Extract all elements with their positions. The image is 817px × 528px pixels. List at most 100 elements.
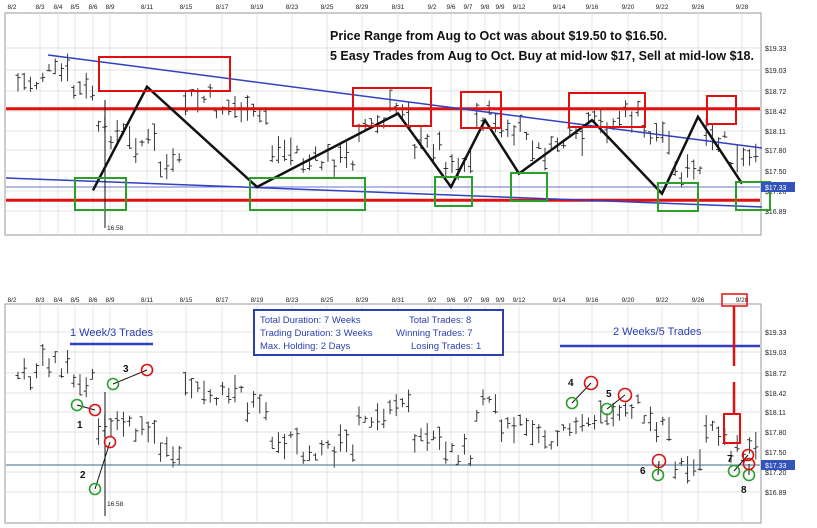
low-price-label: 16.58 (107, 225, 124, 232)
date-tick-label: 8/15 (180, 297, 193, 304)
date-tick-label: 8/23 (286, 297, 299, 304)
date-tick-label: 8/9 (105, 297, 114, 304)
date-tick-label: 9/26 (692, 4, 705, 11)
low-price-label: 16.58 (107, 501, 124, 508)
buy-zone-box (735, 181, 771, 211)
buy-zone-box (657, 182, 699, 212)
date-tick-label: 9/9 (495, 4, 504, 11)
sell-circle (742, 457, 756, 471)
plot-frame (4, 12, 762, 236)
date-tick-label: 9/12 (513, 297, 526, 304)
date-tick-label: 8/31 (392, 4, 405, 11)
date-tick-label: 8/6 (88, 4, 97, 11)
date-tick-label: 8/4 (53, 4, 62, 11)
buy-circle (727, 464, 741, 478)
stat-losing-trades: Losing Trades: 1 (411, 341, 481, 352)
price-ticks: $19.33 $19.03 $18.72 $18.42 $18.11 $17.80 $17.… (765, 46, 787, 216)
date-tick-label: 8/9 (105, 4, 114, 11)
date-tick-label: 9/16 (586, 4, 599, 11)
price-tick-label: $16.89 (765, 490, 787, 497)
last-price-label: $17.33 (765, 185, 787, 192)
sell-circle (583, 375, 599, 391)
date-tick-label: 9/2 (427, 4, 436, 11)
buy-zone-box (510, 172, 548, 202)
date-tick-label: 9/28 (736, 297, 749, 304)
date-tick-label: 8/25 (321, 297, 334, 304)
price-tick-label: $19.33 (765, 46, 787, 53)
sell-zone-box (352, 87, 432, 127)
buy-zone-box (249, 177, 366, 211)
date-tick-label: 9/22 (656, 4, 669, 11)
date-tick-label: 8/17 (216, 4, 229, 11)
date-tick-label: 9/16 (586, 297, 599, 304)
date-tick-label: 9/6 (446, 297, 455, 304)
bottom-price-chart: 8/2 8/3 8/4 8/5 8/6 8/9 8/11 8/15 8/17 8/19 8/23 8/… (4, 293, 795, 524)
stat-trading-duration: Trading Duration: 3 Weeks (260, 328, 373, 339)
stat-total-duration: Total Duration: 7 Weeks (260, 315, 361, 326)
date-tick-label: 9/6 (446, 4, 455, 11)
price-tick-label: $18.11 (765, 410, 786, 417)
date-tick-label: 8/2 (7, 4, 16, 11)
sell-circle (741, 448, 755, 462)
buy-circle (70, 398, 84, 412)
price-tick-label: $18.42 (765, 109, 787, 116)
date-tick-label: 9/12 (513, 4, 526, 11)
lower-trend-line (5, 177, 763, 208)
date-tick-label: 8/2 (7, 297, 16, 304)
price-bars (15, 344, 759, 484)
stat-max-holding: Max. Holding: 2 Days (260, 341, 351, 352)
date-tick-label: 8/29 (356, 297, 369, 304)
price-tick-label: $18.72 (765, 89, 787, 96)
sell-circle (103, 435, 117, 449)
price-tick-label: $19.33 (765, 330, 787, 337)
annotation-price-range: Price Range from Aug to Oct was about $1… (330, 29, 667, 43)
last-price-label: $17.33 (765, 463, 787, 470)
price-bars (15, 53, 759, 188)
buy-circle (565, 396, 579, 410)
date-tick-label: 8/25 (321, 4, 334, 11)
date-ticks: 8/2 8/3 8/4 8/5 8/6 8/9 8/11 8/15 8/17 8/19 8/23 8/… (7, 297, 748, 304)
date-tick-label: 8/11 (141, 4, 154, 11)
date-tick-label: 8/5 (70, 4, 79, 11)
price-ticks: $19.33 $19.03 $18.72 $18.42 $18.11 $17.80 $17.… (765, 330, 787, 497)
sell-circle (88, 403, 102, 417)
price-tick-label: $17.50 (765, 169, 787, 176)
sell-zone-box (568, 92, 646, 128)
trade-label-4: 4 (568, 378, 574, 389)
date-tick-label: 9/9 (495, 297, 504, 304)
bottom-chart-panel: 8/2 8/3 8/4 8/5 8/6 8/9 8/11 8/15 8/17 8/19 8/23 8/… (0, 292, 817, 528)
date-tick-label: 9/26 (692, 297, 705, 304)
buy-circle (106, 377, 120, 391)
price-tick-label: $18.72 (765, 371, 787, 378)
overlays: 16.58 1 Week/3 Trades 2 Weeks/5 Trades T… (6, 293, 795, 516)
date-tick-label: 8/5 (70, 297, 79, 304)
date-tick-label: 8/11 (141, 297, 154, 304)
sell-zone-box (460, 91, 502, 129)
price-tick-label: $17.20 (765, 470, 787, 477)
buy-circle (651, 468, 665, 482)
sell-circle (140, 363, 154, 377)
top-chart-panel: 8/2 8/3 8/4 8/5 8/6 8/9 8/11 8/15 8/17 8/19 8/23 8/… (0, 0, 817, 240)
date-tick-label: 9/8 (480, 4, 489, 11)
date-tick-label: 9/2 (427, 297, 436, 304)
highlight-box (723, 413, 741, 444)
gridlines (6, 13, 760, 235)
last-price-badge (761, 460, 795, 470)
price-tick-label: $16.89 (765, 209, 787, 216)
trade-label-1: 1 (77, 420, 83, 431)
overlays: $17.33 16.58 Price Range from Aug to Oct… (5, 29, 795, 232)
price-tick-label: $19.03 (765, 68, 787, 75)
date-tick-label: 8/31 (392, 297, 405, 304)
annotation-easy-trades: 5 Easy Trades from Aug to Oct. Buy at mi… (330, 49, 754, 63)
price-tick-label: $17.20 (765, 189, 787, 196)
trade-label-7: 7 (727, 454, 733, 465)
date-tick-label: 8/15 (180, 4, 193, 11)
date-tick-label: 8/4 (53, 297, 62, 304)
stat-total-trades: Total Trades: 8 (409, 315, 471, 326)
stat-winning-trades: Winning Trades: 7 (396, 328, 473, 339)
date-tick-label: 8/19 (251, 4, 264, 11)
date-tick-label: 9/7 (463, 4, 472, 11)
left-period-label: 1 Week/3 Trades (70, 327, 153, 339)
price-tick-label: $18.11 (765, 129, 786, 136)
zigzag-trade-path (91, 84, 744, 196)
